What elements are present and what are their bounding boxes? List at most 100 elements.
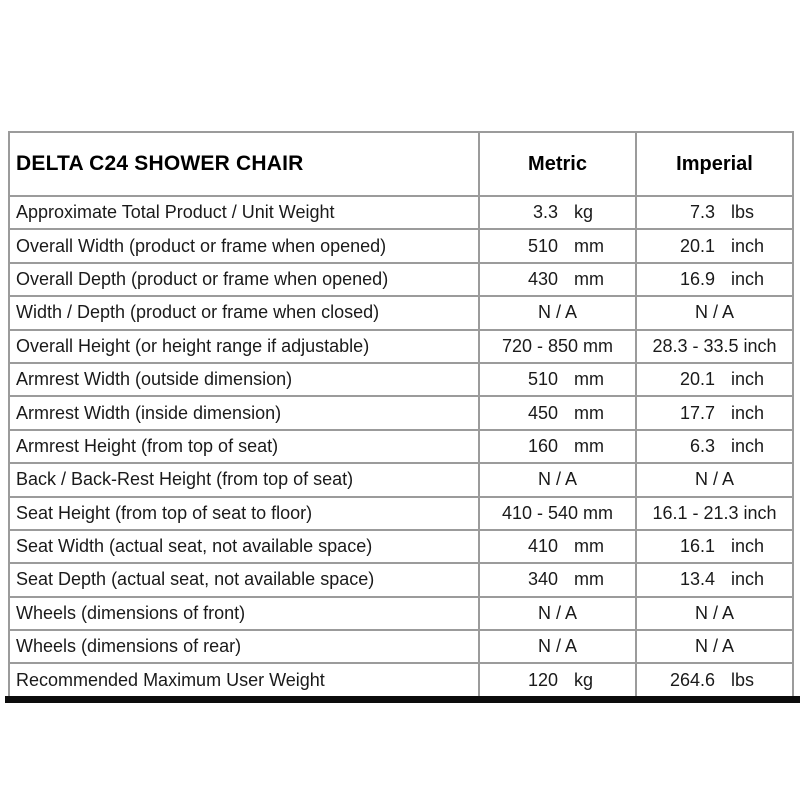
table-row: Wheels (dimensions of front) N / A N / A: [8, 595, 794, 632]
metric-value-number: 510: [527, 369, 558, 390]
imperial-value-number: 16.9: [679, 268, 715, 289]
table-row: Wheels (dimensions of rear) N / A N / A: [8, 629, 794, 665]
metric-value-cell: N / A: [478, 295, 637, 331]
metric-value-unit: mm: [574, 402, 604, 423]
row-label: Seat Height (from top of seat to floor): [8, 495, 480, 531]
row-label: Approximate Total Product / Unit Weight: [8, 194, 480, 231]
imperial-value-cell: 7.3 lbs: [635, 194, 794, 231]
table-row: Seat Depth (actual seat, not available s…: [8, 562, 794, 598]
row-label: Armrest Width (inside dimension): [8, 395, 480, 431]
metric-value-text: 410 - 540 mm: [501, 502, 614, 523]
bottom-rule: [5, 695, 800, 703]
metric-value-cell: 160 mm: [478, 428, 637, 465]
imperial-value-number: 20.1: [679, 369, 715, 390]
metric-value-cell: N / A: [478, 595, 637, 632]
table-row: Recommended Maximum User Weight 120 kg 264.…: [8, 662, 794, 698]
table-row: Seat Width (actual seat, not available s…: [8, 528, 794, 565]
metric-value-cell: N / A: [478, 629, 637, 665]
table-row: Approximate Total Product / Unit Weight 3…: [8, 194, 794, 231]
imperial-value-text: N / A: [694, 636, 734, 657]
metric-value-cell: 340 mm: [478, 562, 637, 598]
metric-value-unit: mm: [574, 569, 604, 590]
metric-value-number: 340: [527, 569, 558, 590]
imperial-value-cell: N / A: [635, 595, 794, 632]
metric-value-number: 3.3: [532, 202, 558, 223]
metric-value-unit: mm: [574, 235, 604, 256]
metric-value-number: 450: [527, 402, 558, 423]
imperial-value-cell: N / A: [635, 295, 794, 331]
imperial-value-cell: 17.7 inch: [635, 395, 794, 431]
row-label: Wheels (dimensions of front): [8, 595, 480, 632]
imperial-value-text: N / A: [694, 302, 734, 323]
metric-value-cell: N / A: [478, 462, 637, 498]
imperial-value-cell: N / A: [635, 629, 794, 665]
metric-value-cell: 430 mm: [478, 261, 637, 298]
row-label: Seat Depth (actual seat, not available s…: [8, 562, 480, 598]
row-label: Width / Depth (product or frame when clo…: [8, 295, 480, 331]
imperial-value-cell: 16.9 inch: [635, 261, 794, 298]
metric-value-unit: kg: [574, 669, 594, 690]
table-row: Overall Height (or height range if adjus…: [8, 328, 794, 364]
metric-value-unit: mm: [574, 268, 604, 289]
imperial-value-unit: inch: [731, 569, 765, 590]
imperial-value-cell: 264.6 lbs: [635, 662, 794, 698]
imperial-value-unit: inch: [731, 369, 765, 390]
imperial-value-cell: 6.3 inch: [635, 428, 794, 465]
metric-value-unit: mm: [574, 435, 604, 456]
row-label: Wheels (dimensions of rear): [8, 629, 480, 665]
metric-value-number: 410: [527, 536, 558, 557]
table-row: Back / Back-Rest Height (from top of sea…: [8, 462, 794, 498]
metric-value-cell: 510 mm: [478, 228, 637, 264]
table-row: Seat Height (from top of seat to floor) 4…: [8, 495, 794, 531]
row-label: Overall Width (product or frame when ope…: [8, 228, 480, 264]
imperial-value-cell: 28.3 - 33.5 inch: [635, 328, 794, 364]
metric-value-cell: 410 mm: [478, 528, 637, 565]
metric-value-text: N / A: [537, 469, 577, 490]
imperial-value-unit: lbs: [731, 202, 755, 223]
metric-value-cell: 410 - 540 mm: [478, 495, 637, 531]
metric-value-number: 510: [527, 235, 558, 256]
imperial-value-unit: inch: [731, 402, 765, 423]
imperial-value-text: N / A: [694, 602, 734, 623]
imperial-value-unit: inch: [731, 235, 765, 256]
imperial-value-cell: 13.4 inch: [635, 562, 794, 598]
imperial-value-text: 16.1 - 21.3 inch: [652, 502, 777, 523]
imperial-value-unit: inch: [731, 536, 765, 557]
imperial-value-text: 28.3 - 33.5 inch: [652, 335, 777, 356]
table-title: DELTA C24 SHOWER CHAIR: [8, 131, 480, 197]
metric-value-unit: mm: [574, 536, 604, 557]
metric-value-text: N / A: [537, 302, 577, 323]
column-header-metric: Metric: [478, 131, 637, 197]
imperial-value-text: N / A: [694, 469, 734, 490]
metric-value-text: N / A: [537, 636, 577, 657]
table-row: Overall Depth (product or frame when ope…: [8, 261, 794, 298]
header-row: DELTA C24 SHOWER CHAIR Metric Imperial: [8, 131, 794, 197]
metric-value-unit: mm: [574, 369, 604, 390]
imperial-value-number: 13.4: [679, 569, 715, 590]
row-label: Overall Height (or height range if adjus…: [8, 328, 480, 364]
imperial-value-unit: inch: [731, 435, 765, 456]
imperial-value-number: 264.6: [669, 669, 715, 690]
metric-value-cell: 120 kg: [478, 662, 637, 698]
imperial-value-number: 16.1: [679, 536, 715, 557]
metric-value-text: N / A: [537, 602, 577, 623]
table-row: Width / Depth (product or frame when clo…: [8, 295, 794, 331]
metric-value-number: 120: [527, 669, 558, 690]
metric-value-text: 720 - 850 mm: [501, 335, 614, 356]
imperial-value-cell: 20.1 inch: [635, 361, 794, 398]
imperial-value-cell: 16.1 inch: [635, 528, 794, 565]
table-row: Armrest Width (outside dimension) 510 mm 20…: [8, 361, 794, 398]
imperial-value-cell: N / A: [635, 462, 794, 498]
metric-value-cell: 720 - 850 mm: [478, 328, 637, 364]
row-label: Seat Width (actual seat, not available s…: [8, 528, 480, 565]
spec-table: DELTA C24 SHOWER CHAIR Metric Imperial A…: [8, 131, 794, 698]
imperial-value-cell: 20.1 inch: [635, 228, 794, 264]
row-label: Armrest Height (from top of seat): [8, 428, 480, 465]
imperial-value-unit: inch: [731, 268, 765, 289]
product-spec-sheet: DELTA C24 SHOWER CHAIR Metric Imperial A…: [5, 131, 800, 703]
imperial-value-number: 20.1: [679, 235, 715, 256]
row-label: Armrest Width (outside dimension): [8, 361, 480, 398]
imperial-value-cell: 16.1 - 21.3 inch: [635, 495, 794, 531]
table-row: Armrest Height (from top of seat) 160 mm 6.…: [8, 428, 794, 465]
imperial-value-number: 7.3: [689, 202, 715, 223]
